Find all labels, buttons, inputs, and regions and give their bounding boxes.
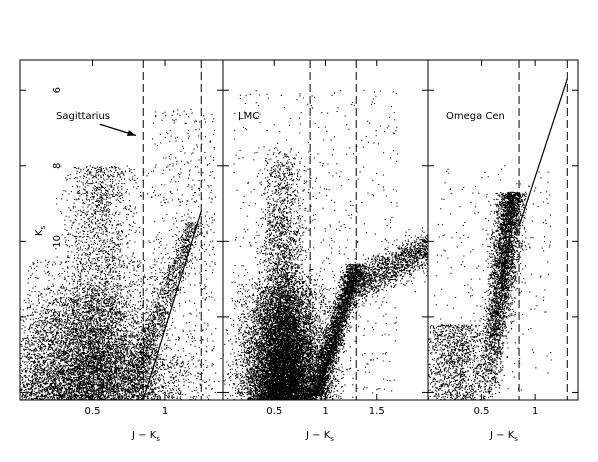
guide-line: [314, 271, 357, 401]
x-tick-label: 1.5: [369, 406, 385, 417]
panel-sagittarius: 0.5 1 6 8 10 12 14 Sagittarius J − Ks: [19, 59, 224, 443]
star-points: [20, 108, 223, 400]
x-axis-title: J − Ks: [131, 430, 160, 443]
y-tick-label: 10: [52, 235, 63, 248]
panel-label: Omega Cen: [446, 111, 505, 122]
y-tick-label: 12: [52, 311, 63, 324]
x-tick-label: 0.5: [266, 406, 282, 417]
y-axis-title: Ks: [34, 226, 47, 237]
star-points: [428, 165, 552, 400]
panel-frame: [427, 59, 579, 401]
panel-label: Sagittarius: [56, 111, 110, 122]
x-tick-label: 1: [532, 406, 538, 417]
y-tick-label: 8: [52, 163, 63, 169]
panel-label: LMC: [238, 111, 259, 122]
star-points: [223, 89, 428, 400]
x-axis-title: J − Ks: [305, 430, 334, 443]
x-tick-label: 0.5: [474, 406, 490, 417]
panels: 0.5 1 6 8 10 12 14 Sagittarius J − Ks 0.5 1 1.5 LMC J…: [19, 59, 579, 443]
x-tick-label: 1: [322, 406, 328, 417]
y-tick-label: 6: [52, 87, 63, 93]
guide-line: [142, 210, 202, 401]
panel-omega-cen: 0.5 1 Omega Cen J − Ks: [427, 59, 579, 443]
y-tick-label: 14: [52, 386, 63, 399]
x-axis-title: J − Ks: [489, 430, 518, 443]
x-tick-label: 0.5: [85, 406, 101, 417]
panel-lmc: 0.5 1 1.5 LMC J − Ks: [222, 59, 429, 443]
arrow-head: [127, 130, 136, 136]
guide-line: [518, 78, 568, 227]
x-tick-label: 1: [162, 406, 168, 417]
